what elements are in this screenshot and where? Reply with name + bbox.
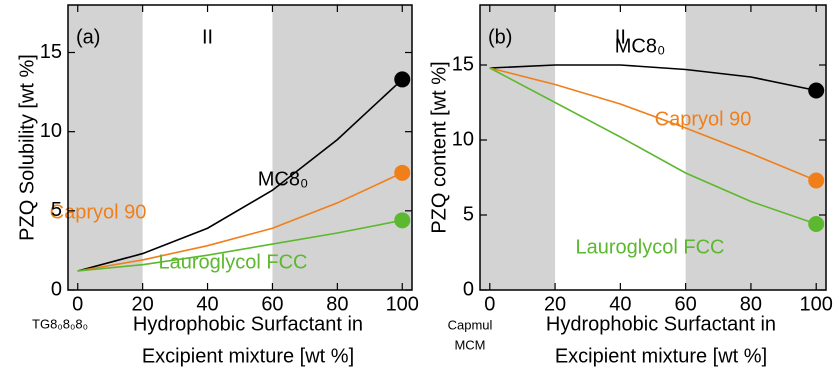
end-marker [394,71,411,88]
series-line [77,78,403,272]
y-tick-label: 0 [51,278,62,300]
x-axis-label: Hydrophobic Surfactant in [133,313,363,335]
x-tick-label: 0 [484,293,495,315]
y-axis-label: PZQ Solubility [wt %] [16,54,38,241]
y-tick-label: 5 [463,203,474,225]
series-line [77,172,403,272]
x-origin-label: Capmul [448,317,493,332]
y-tick-label: 15 [40,41,62,63]
x-tick-label: 100 [800,293,833,315]
x-tick-label: 20 [132,293,154,315]
series-label: MC8₀ [258,168,309,190]
region-label: II [202,26,213,48]
shaded-region [480,5,556,290]
x-tick-label: 80 [740,293,762,315]
x-tick-label: 0 [72,293,83,315]
panel-label: (b) [488,26,512,48]
x-tick-label: 100 [386,293,419,315]
y-tick-label: 0 [463,278,474,300]
series-label: Lauroglycol FCC [159,251,308,273]
series-line [489,67,817,182]
panel-label: (a) [76,26,100,48]
y-axis-label: PZQ content [wt %] [428,61,450,233]
end-marker [808,172,825,189]
series-line [77,219,403,272]
end-marker [808,216,825,232]
x-tick-label: 40 [609,293,631,315]
y-tick-label: 10 [452,128,474,150]
series-label: Capryol 90 [50,201,147,223]
end-marker [394,212,411,229]
series-label: MC8₀ [615,35,666,57]
x-tick-label: 60 [261,293,283,315]
shaded-region [68,5,143,290]
series-line [489,67,817,225]
series-line [489,64,817,92]
x-axis-label: Excipient mixture [wt %] [555,345,767,367]
x-axis-label: Hydrophobic Surfactant in [546,313,776,335]
region-label: II [615,26,626,48]
x-tick-label: 40 [196,293,218,315]
end-marker [808,82,825,99]
shaded-region [272,5,412,290]
plot-frame [67,4,413,291]
shaded-region [685,5,826,290]
x-tick-label: 60 [675,293,697,315]
x-axis-label: Excipient mixture [wt %] [142,345,354,367]
end-marker [394,164,411,181]
x-tick-label: 20 [544,293,566,315]
x-origin-label: MCM [454,337,485,352]
y-tick-label: 10 [40,120,62,142]
x-tick-label: 80 [326,293,348,315]
series-label: Capryol 90 [655,108,752,130]
x-origin-label: TG8₀8₀8₀ [32,316,88,331]
plot-frame [479,4,827,291]
series-label: Lauroglycol FCC [576,236,725,258]
y-tick-label: 5 [51,199,62,221]
y-tick-label: 15 [452,53,474,75]
